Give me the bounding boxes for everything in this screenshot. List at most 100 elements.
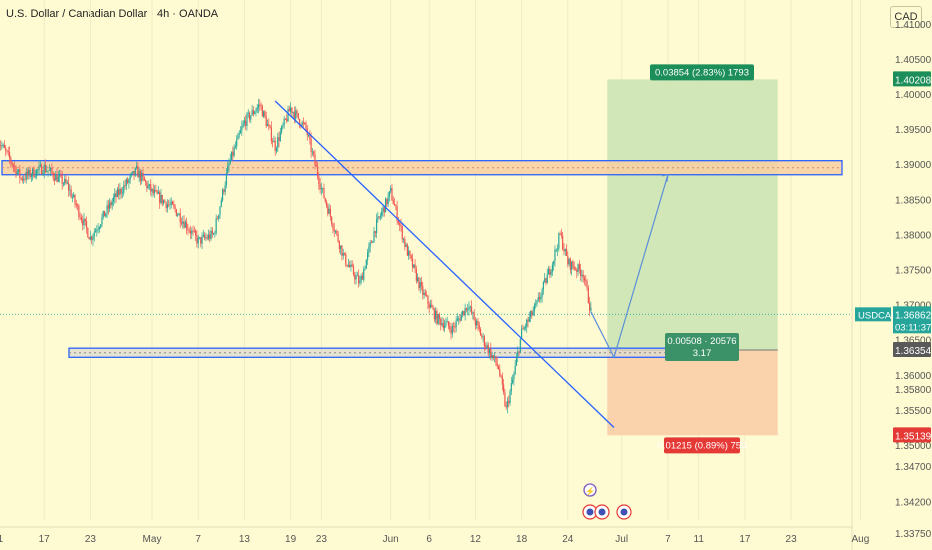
candle-body <box>547 268 550 275</box>
candle-body <box>402 238 405 240</box>
candle-body <box>381 211 383 216</box>
candle-body <box>288 108 290 112</box>
candle-body <box>409 250 411 256</box>
candle-body <box>241 126 243 131</box>
candle-body <box>264 111 266 117</box>
y-tick-label: 1.35000 <box>895 441 932 452</box>
candle-body <box>301 122 303 127</box>
candle-body <box>399 223 401 225</box>
candle-body <box>32 168 34 176</box>
x-tick-label: 12 <box>470 534 482 545</box>
candle-body <box>401 226 403 240</box>
candle-body <box>210 230 212 239</box>
candle-body <box>227 165 229 174</box>
candle-body <box>46 171 48 172</box>
stop-label-bg <box>664 437 740 454</box>
y-tick-label: 1.34700 <box>895 462 932 473</box>
candle-body <box>229 159 231 163</box>
candle-body <box>307 135 310 136</box>
candle-body <box>84 218 86 222</box>
y-tick-label: 1.37500 <box>895 266 932 277</box>
currency-label[interactable]: CAD <box>890 6 922 28</box>
candle-body <box>279 132 281 141</box>
candle-body <box>124 185 126 187</box>
y-tick-label: 1.34200 <box>895 497 932 508</box>
candle-body <box>275 148 278 151</box>
candle-body <box>437 314 439 324</box>
candle-body <box>236 139 238 147</box>
candle-body <box>556 248 559 250</box>
candle-body <box>195 230 197 236</box>
candle-body <box>519 338 521 353</box>
candle-body <box>428 303 430 308</box>
candle-body <box>183 221 185 228</box>
candle-body <box>0 145 2 146</box>
candle-body <box>52 172 54 178</box>
candle-body <box>30 175 32 177</box>
candle-body <box>238 133 240 135</box>
y-tick-label: 1.39000 <box>895 160 932 171</box>
candle-body <box>250 115 252 120</box>
candle-body <box>65 178 67 183</box>
candle-body <box>320 188 322 190</box>
candle-body <box>342 253 344 256</box>
candle-body <box>454 326 456 328</box>
x-tick-label: 7 <box>665 534 671 545</box>
candle-body <box>490 348 492 358</box>
candle-body <box>38 165 40 170</box>
candle-body <box>508 400 510 404</box>
candle-body <box>259 104 261 106</box>
candle-body <box>273 140 275 143</box>
candle-body <box>388 191 391 197</box>
candle-body <box>360 275 362 281</box>
candle-body <box>404 238 406 247</box>
candle-body <box>585 280 587 282</box>
candle-body <box>424 292 426 296</box>
candle-body <box>429 304 432 308</box>
candle-body <box>576 269 578 273</box>
candle-body <box>337 233 339 242</box>
candle-body <box>100 224 102 228</box>
candle-body <box>251 110 253 116</box>
candle-body <box>15 166 17 175</box>
candle-body <box>88 237 90 240</box>
candle-body <box>413 264 415 268</box>
candle-body <box>69 189 71 191</box>
candle-body <box>512 379 514 384</box>
candle-body <box>459 318 461 321</box>
x-tick-label: 24 <box>562 534 574 545</box>
candle-body <box>234 146 237 148</box>
x-tick-label: 18 <box>516 534 528 545</box>
y-tick-label: 1.36500 <box>895 336 932 347</box>
candle-body <box>338 241 340 249</box>
candle-body <box>411 258 414 268</box>
candle-body <box>93 232 95 237</box>
candle-body <box>73 194 75 197</box>
candle-body <box>207 234 210 239</box>
candle-body <box>177 214 179 216</box>
candle-body <box>221 189 224 201</box>
current-price-bg <box>893 306 931 334</box>
candle-body <box>451 326 453 334</box>
candle-body <box>346 264 348 267</box>
candle-body <box>538 297 541 300</box>
candle-body <box>16 171 18 175</box>
candle-body <box>189 231 192 234</box>
candle-body <box>209 234 211 239</box>
candle-body <box>17 169 20 172</box>
candle-body <box>43 164 45 174</box>
candle-body <box>136 166 138 169</box>
candle-body <box>71 196 74 198</box>
x-tick-label: 7 <box>195 534 201 545</box>
candle-body <box>116 189 118 197</box>
candle-body <box>20 177 22 179</box>
candle-body <box>537 297 539 301</box>
candle-body <box>297 112 299 119</box>
candle-body <box>196 235 198 244</box>
candle-body <box>485 346 487 348</box>
candle-body <box>205 237 207 239</box>
candle-body <box>94 230 97 233</box>
candle-body <box>61 175 63 185</box>
candle-body <box>254 112 256 115</box>
